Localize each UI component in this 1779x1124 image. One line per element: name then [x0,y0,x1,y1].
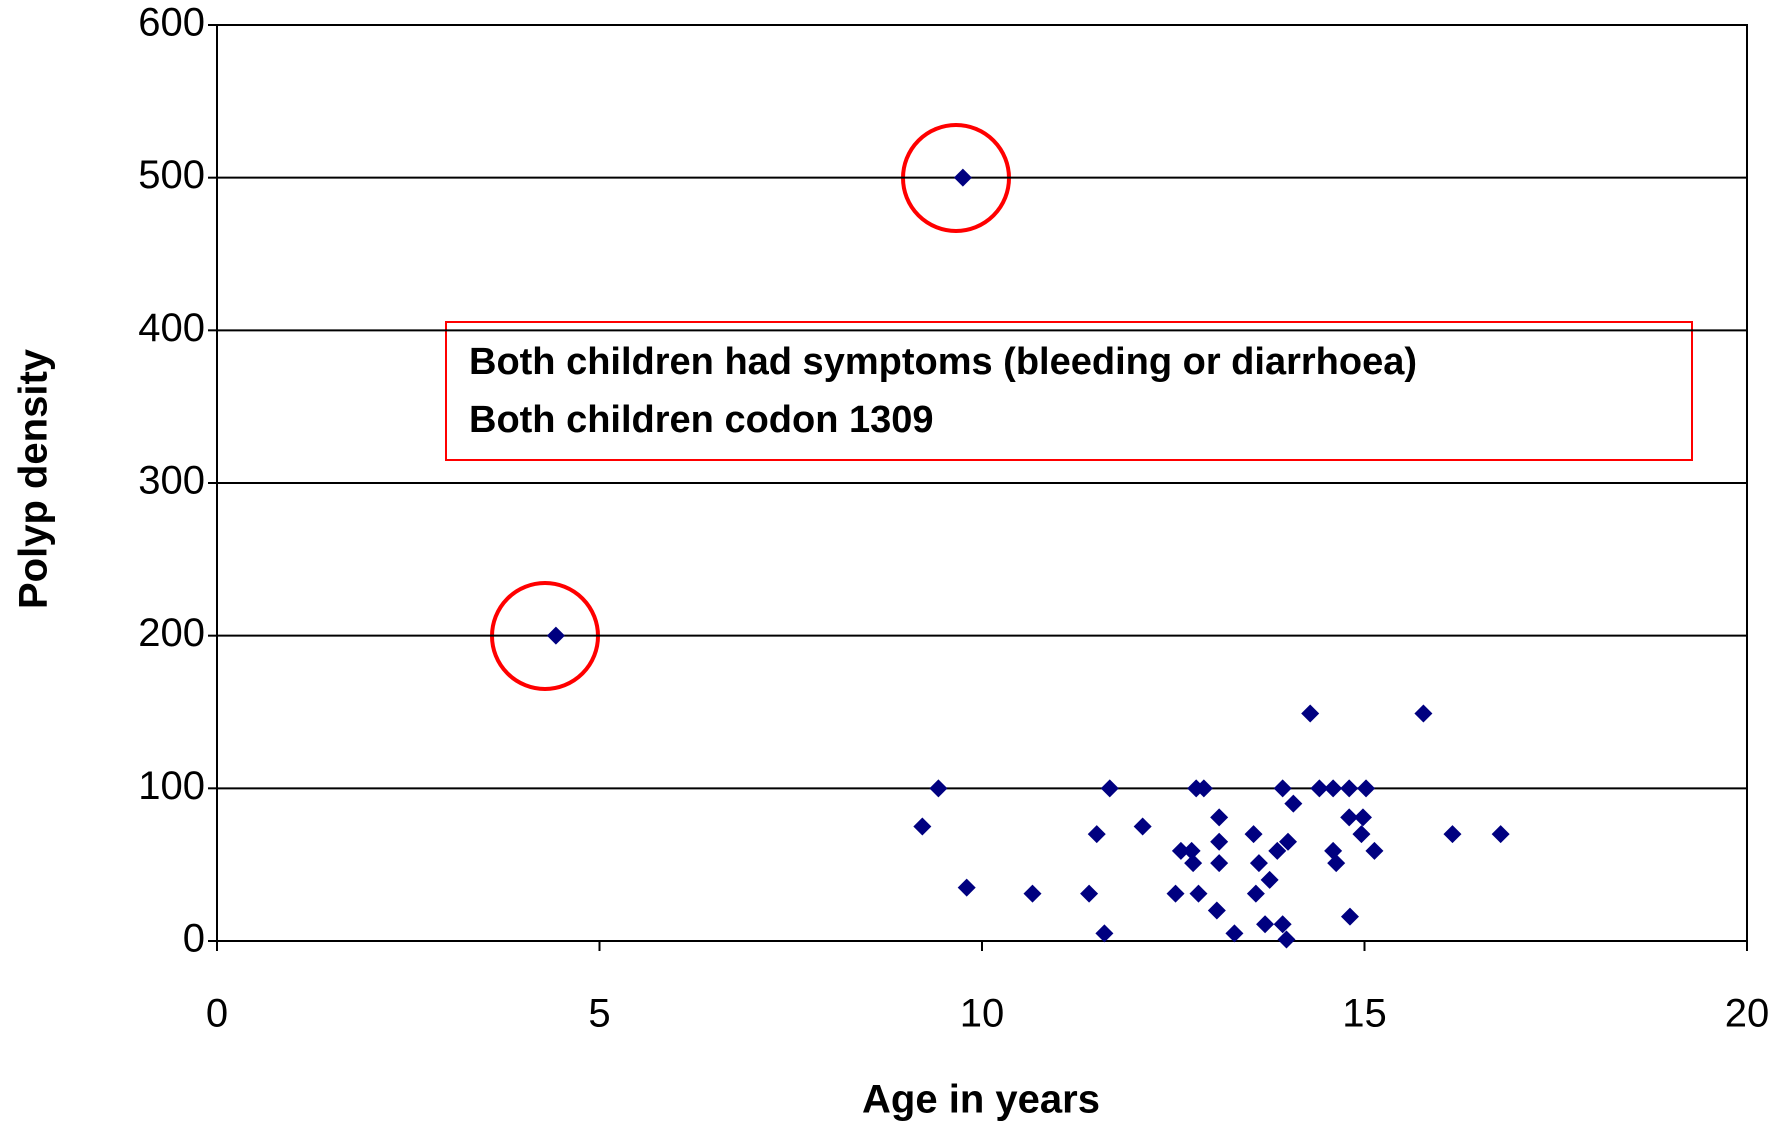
point [953,168,972,187]
point [1256,915,1275,934]
point [1273,779,1292,798]
point [1365,841,1384,860]
point [1210,832,1229,851]
point [1080,884,1099,903]
point [1324,841,1343,860]
y-tick-label: 500 [138,153,205,197]
x-tick-label: 15 [1342,992,1387,1036]
point [1207,901,1226,920]
y-tick-label: 100 [138,764,205,808]
point [1182,841,1201,860]
point [1324,779,1343,798]
point [1279,832,1297,851]
point [1284,794,1303,813]
point [1133,817,1152,836]
y-axis-title: Polyp density [12,348,56,609]
point [1210,854,1229,873]
y-tick-label: 0 [183,917,205,961]
x-tick-label: 5 [588,992,610,1036]
point [1023,884,1042,903]
y-tick-label: 200 [138,611,205,655]
point [1301,704,1320,723]
point [913,817,932,836]
point [1225,924,1244,943]
y-tick-label: 400 [138,306,205,350]
point [1087,825,1106,844]
point [1273,915,1292,934]
point [1327,854,1346,873]
annotation: Both children codon 1309 [469,399,934,441]
annotation: Both children had symptoms (bleeding or … [469,341,1417,383]
annotation-box [445,321,1693,461]
point [1340,907,1359,926]
point [1353,808,1372,827]
x-tick-label: 20 [1725,992,1770,1036]
point [1340,779,1359,798]
point [1100,779,1119,798]
point [1184,854,1203,873]
point [1340,808,1359,827]
point [1166,884,1185,903]
point [1357,779,1376,798]
point [1210,808,1229,827]
point [1095,924,1114,943]
point [957,878,976,897]
point [1310,779,1329,798]
point [1244,825,1263,844]
x-tick-label: 0 [206,992,228,1036]
point [546,626,565,645]
point [929,779,948,798]
plot-frame [216,24,1748,942]
point [1260,870,1279,889]
y-tick-label: 600 [138,1,205,45]
point [1249,854,1268,873]
point [1491,825,1510,844]
x-axis-title: Age in years [862,1078,1100,1122]
point [1189,884,1208,903]
point [1277,930,1296,949]
point [1443,825,1462,844]
x-tick-label: 10 [960,992,1005,1036]
point [1246,884,1265,903]
point [1194,779,1213,798]
point [1171,841,1190,860]
y-tick-label: 300 [138,459,205,503]
point [1352,825,1371,844]
point [1268,841,1287,860]
point [1414,704,1433,723]
